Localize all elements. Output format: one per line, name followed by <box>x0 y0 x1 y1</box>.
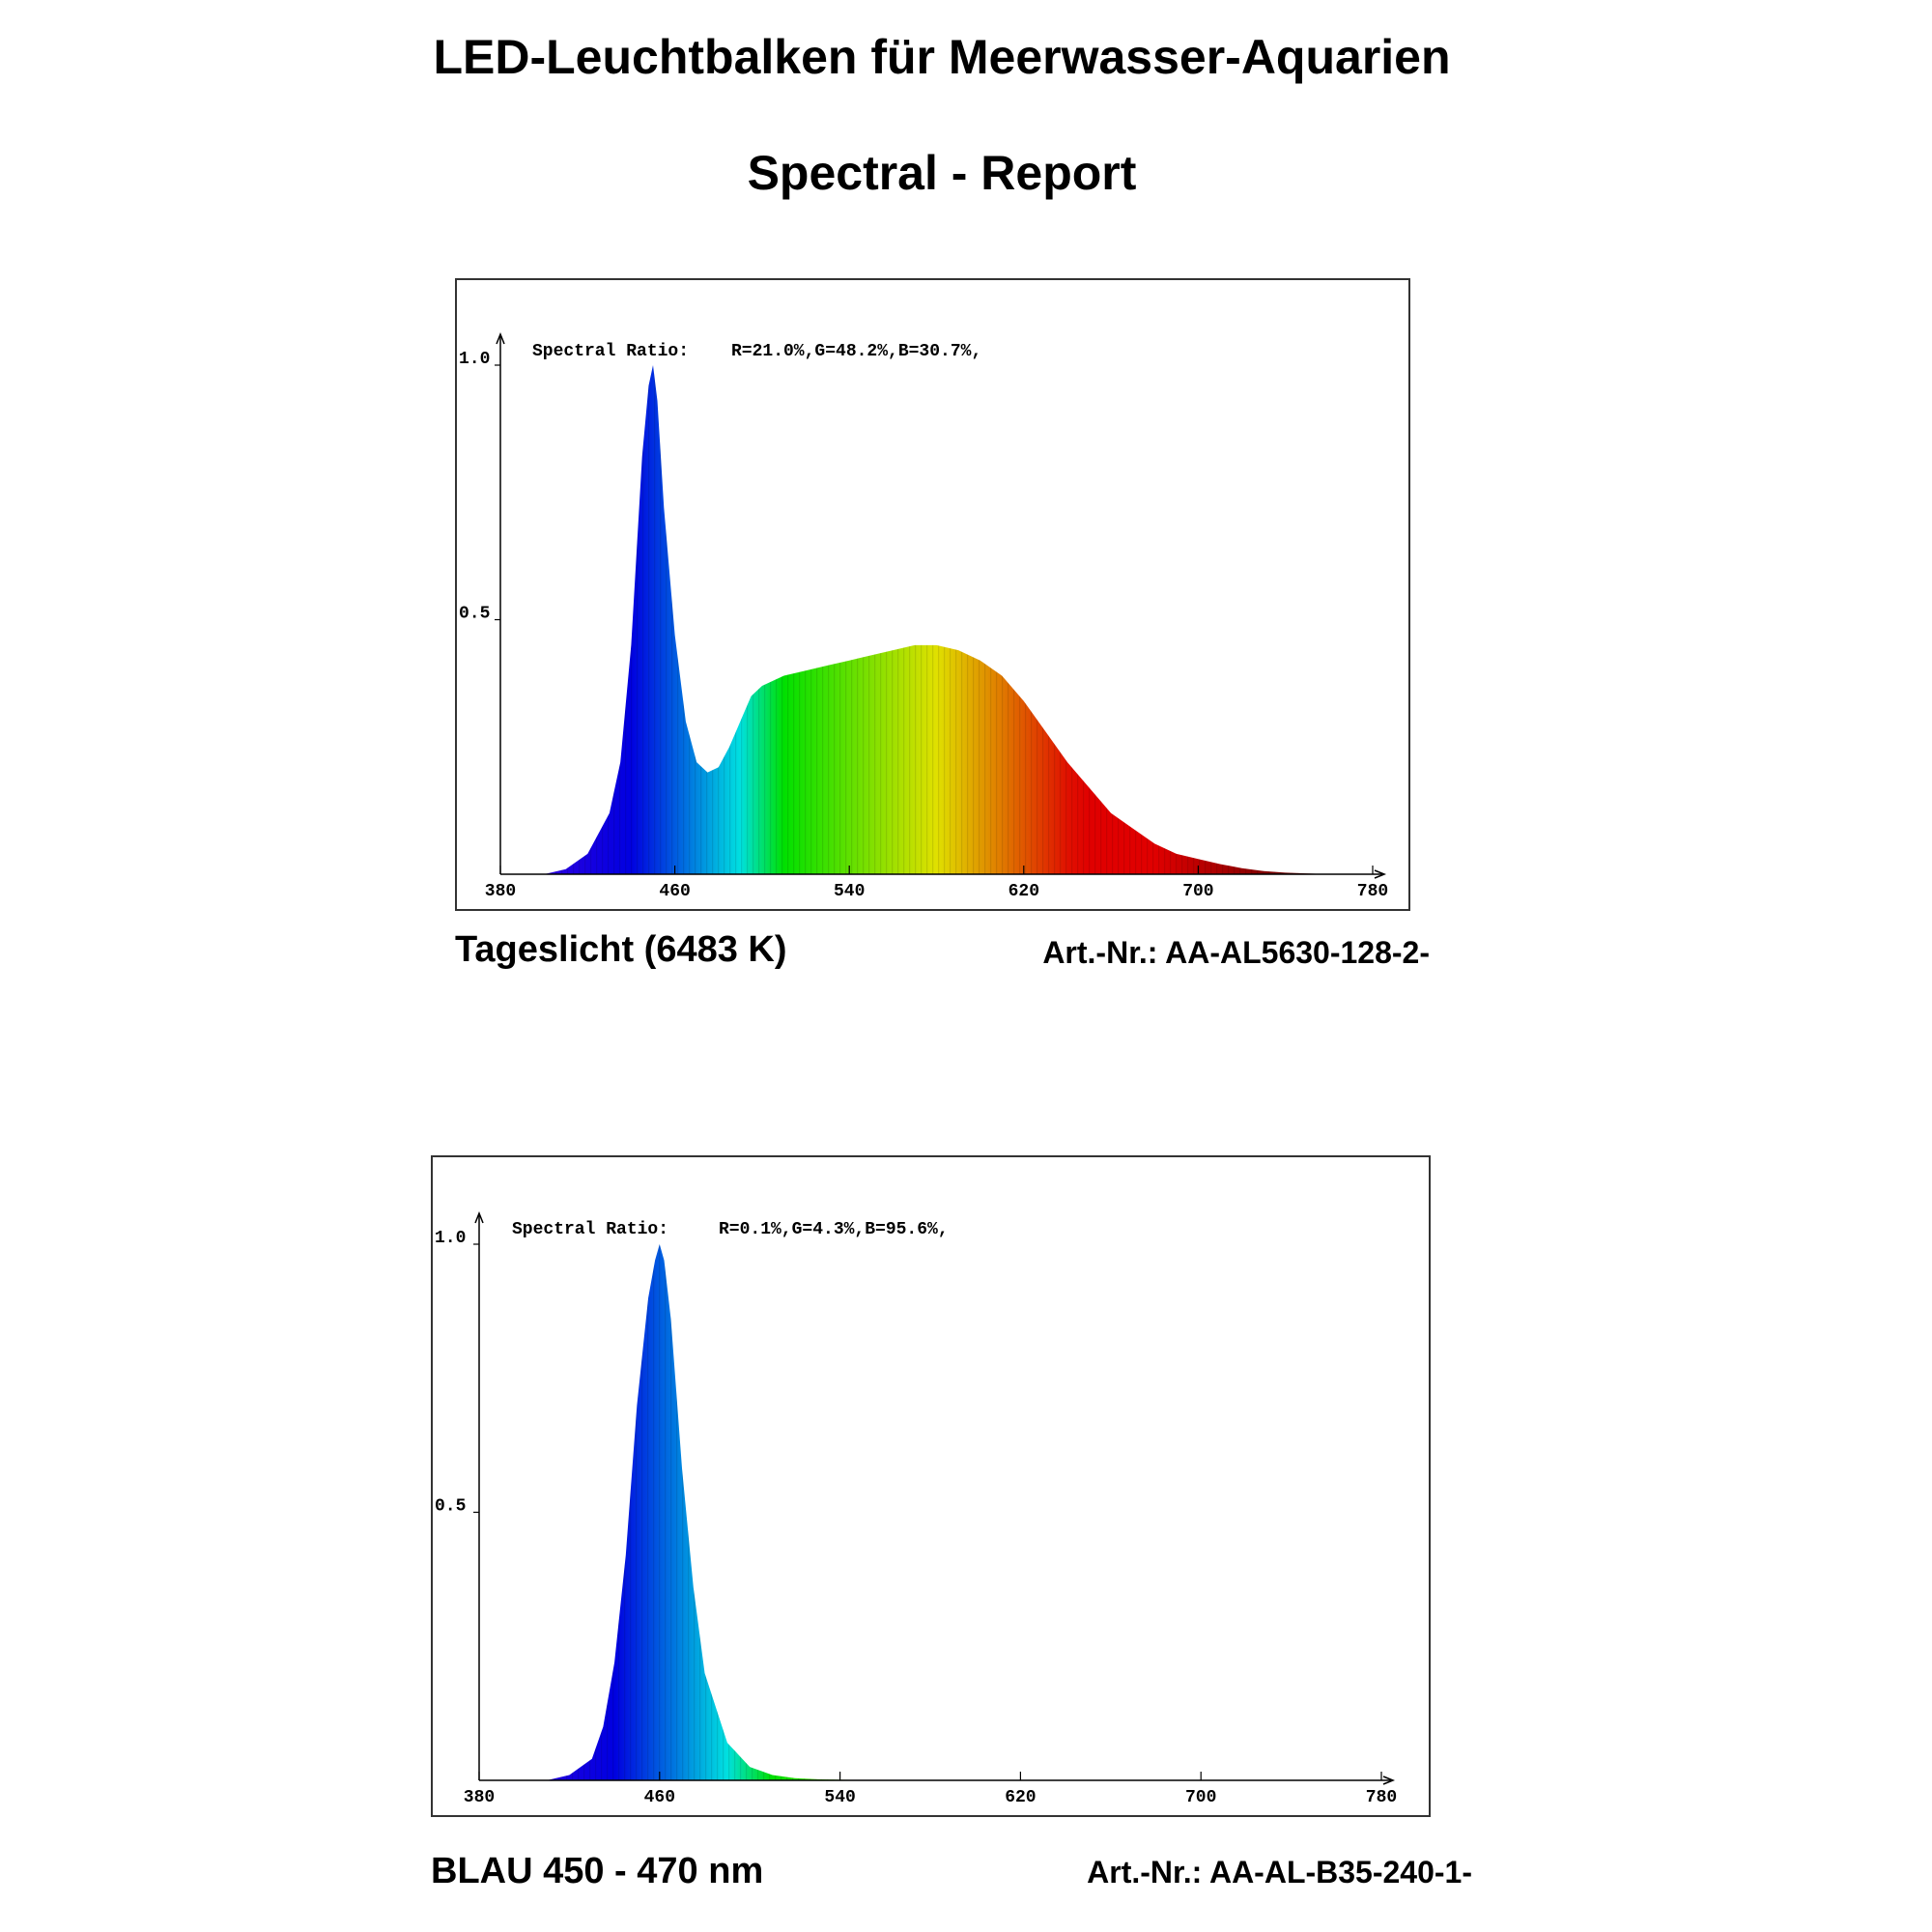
y-tick-label: 1.0 <box>459 350 490 369</box>
y-tick-label: 0.5 <box>459 605 490 624</box>
y-tick-label: 0.5 <box>435 1497 466 1517</box>
spectrum-stripes <box>479 1244 1381 1780</box>
x-tick-label: 380 <box>485 882 516 901</box>
page-subtitle: Spectral - Report <box>747 146 1137 200</box>
x-tick-label: 700 <box>1185 1788 1216 1807</box>
page-title: LED-Leuchtbalken für Meerwasser-Aquarien <box>433 30 1451 84</box>
x-tick-label: 620 <box>1005 1788 1036 1807</box>
spectral-ratio-values: R=0.1%,G=4.3%,B=95.6%, <box>719 1220 949 1239</box>
x-tick-label: 780 <box>1357 882 1388 901</box>
article-number-blue: Art.-Nr.: AA-AL-B35-240-1- <box>1087 1855 1472 1889</box>
x-axis-arrow <box>1374 869 1387 879</box>
y-tick-label: 1.0 <box>435 1229 466 1248</box>
chart-panel-blue: Spectral Ratio: R=0.1%,G=4.3%,B=95.6%, 3… <box>431 1155 1431 1817</box>
x-tick-label: 540 <box>834 882 865 901</box>
x-tick-label: 700 <box>1182 882 1213 901</box>
x-tick-label: 780 <box>1366 1788 1397 1807</box>
spectral-ratio-label: Spectral Ratio: <box>532 342 689 361</box>
y-axis-arrow <box>474 1210 484 1224</box>
chart-name-blue: BLAU 450 - 470 nm <box>431 1851 764 1891</box>
x-axis-arrow <box>1382 1776 1396 1785</box>
x-tick-label: 620 <box>1009 882 1039 901</box>
x-tick-label: 460 <box>644 1788 675 1807</box>
spectral-ratio-values: R=21.0%,G=48.2%,B=30.7%, <box>731 342 981 361</box>
spectrum-stripes <box>500 365 1373 874</box>
chart-name-daylight: Tageslicht (6483 K) <box>455 929 787 970</box>
x-tick-label: 460 <box>659 882 690 901</box>
article-number-daylight: Art.-Nr.: AA-AL5630-128-2- <box>1042 935 1430 970</box>
chart-panel-daylight: Spectral Ratio: R=21.0%,G=48.2%,B=30.7%,… <box>455 278 1410 911</box>
y-axis-arrow <box>496 331 505 345</box>
spectral-ratio-label: Spectral Ratio: <box>512 1220 668 1239</box>
spectrum-chart-daylight: Spectral Ratio: R=21.0%,G=48.2%,B=30.7%,… <box>459 331 1388 901</box>
x-tick-label: 380 <box>464 1788 495 1807</box>
spectrum-chart-blue: Spectral Ratio: R=0.1%,G=4.3%,B=95.6%, 3… <box>435 1210 1397 1807</box>
x-tick-label: 540 <box>824 1788 855 1807</box>
